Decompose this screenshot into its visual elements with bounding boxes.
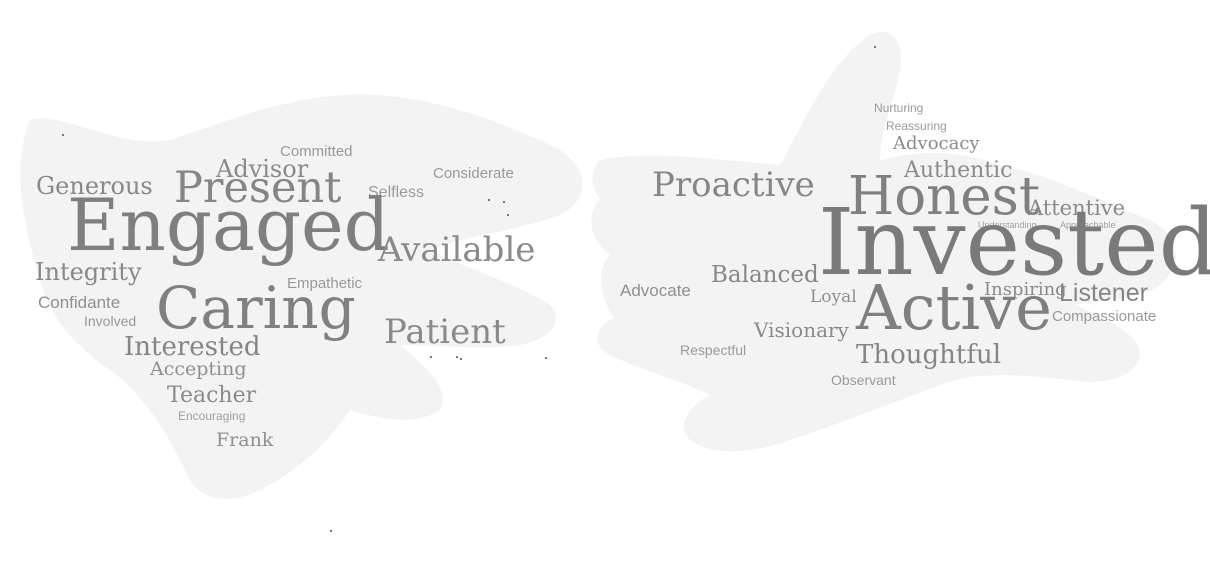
speck (503, 201, 505, 203)
word-patient: Patient (384, 312, 506, 352)
speck (330, 530, 332, 532)
word-involved: Involved (84, 313, 137, 329)
word-committed: Committed (280, 143, 353, 160)
word-approachable: Approachable (1060, 220, 1116, 230)
speck (545, 357, 547, 359)
word-advisor: Advisor (216, 155, 309, 183)
word-invested: Invested (818, 189, 1210, 296)
word-encouraging: Encouraging (178, 409, 246, 423)
word-advocate: Advocate (620, 281, 691, 300)
word-frank: Frank (216, 429, 274, 451)
word-compassionate: Compassionate (1052, 308, 1157, 325)
word-honest: Honest (848, 166, 1041, 227)
right-hand-shape (591, 31, 1177, 452)
word-considerate: Considerate (433, 165, 514, 182)
word-active: Active (856, 271, 1052, 344)
word-respectful: Respectful (680, 342, 747, 358)
word-available: Available (378, 230, 536, 270)
speck (507, 214, 509, 216)
word-caring: Caring (156, 274, 356, 342)
word-thoughtful: Thoughtful (856, 340, 1002, 370)
word-balanced: Balanced (711, 262, 819, 288)
word-engaged: Engaged (67, 183, 390, 267)
word-observant: Observant (831, 372, 896, 388)
word-listener: Listener (1059, 279, 1148, 307)
word-accepting: Accepting (150, 358, 247, 380)
word-visionary: Visionary (754, 318, 849, 342)
left-hand-shape (20, 94, 583, 499)
word-nurturing: Nurturing (874, 101, 924, 115)
word-reassuring: Reassuring (886, 119, 947, 133)
word-understanding: Understanding (978, 220, 1037, 230)
word-generous: Generous (36, 172, 153, 200)
word-advocacy: Advocacy (893, 133, 980, 154)
speck (62, 134, 64, 136)
speck (874, 46, 876, 48)
word-proactive: Proactive (652, 165, 815, 205)
word-teacher: Teacher (167, 383, 257, 408)
word-inspiring: Inspiring (984, 279, 1067, 300)
speck (460, 358, 462, 360)
speck (1183, 270, 1185, 272)
word-confidante: Confidante (38, 293, 121, 312)
word-attentive: Attentive (1028, 196, 1126, 220)
speck (488, 199, 490, 201)
word-integrity: Integrity (35, 258, 142, 286)
word-present: Present (174, 163, 342, 213)
speck (456, 356, 458, 358)
word-selfless: Selfless (368, 184, 425, 201)
word-interested: Interested (124, 332, 261, 362)
word-empathetic: Empathetic (287, 275, 363, 292)
speck (430, 356, 432, 358)
word-loyal: Loyal (810, 287, 857, 307)
word-authentic: Authentic (904, 158, 1013, 183)
